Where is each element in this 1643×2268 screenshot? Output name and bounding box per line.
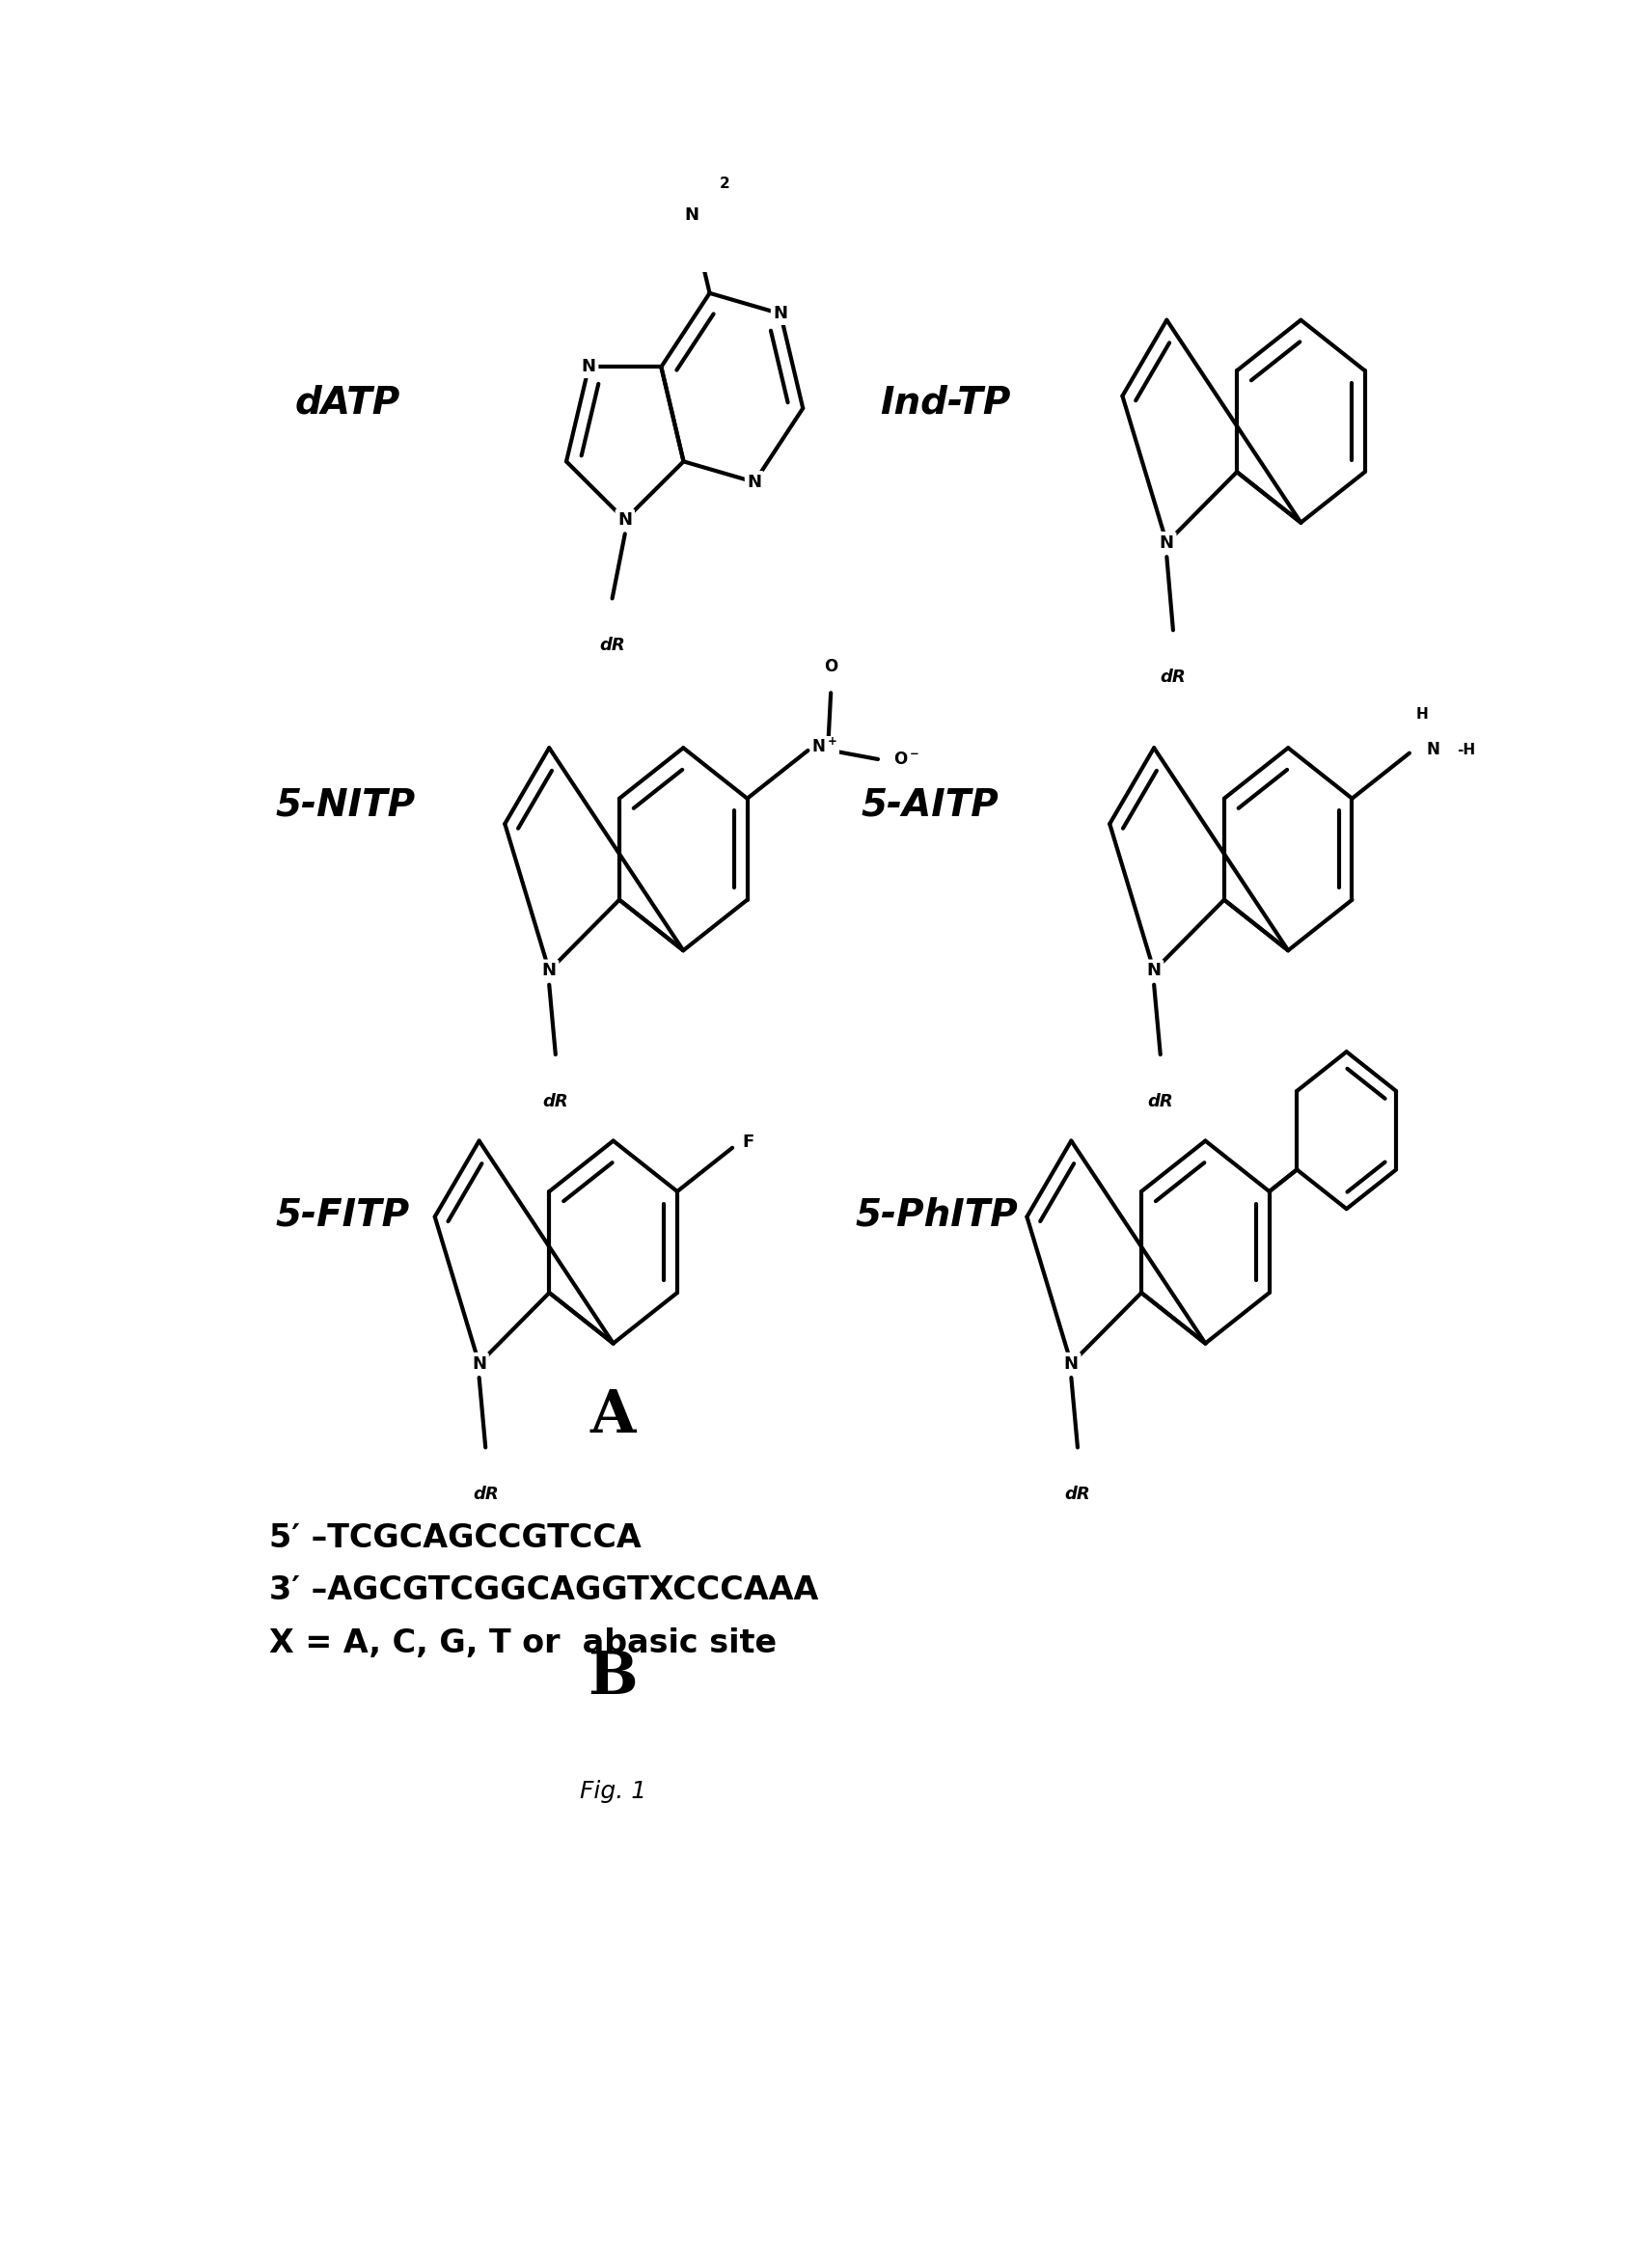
Text: 5-FITP: 5-FITP [276, 1198, 409, 1234]
Text: 5′ –TCGCAGCCGTCCA: 5′ –TCGCAGCCGTCCA [269, 1522, 641, 1554]
Text: N: N [1147, 962, 1162, 980]
Text: F: F [743, 1134, 754, 1152]
Text: N: N [542, 962, 557, 980]
Text: $\mathregular{N^+}$: $\mathregular{N^+}$ [812, 737, 838, 755]
Text: dR: dR [473, 1486, 498, 1504]
Text: O: O [823, 658, 838, 676]
Text: dR: dR [542, 1093, 568, 1111]
Text: 5-NITP: 5-NITP [276, 787, 416, 823]
Text: N: N [1426, 742, 1439, 758]
Text: N: N [748, 474, 762, 490]
Text: N: N [618, 510, 633, 528]
Text: 5-AITP: 5-AITP [861, 787, 999, 823]
Text: N: N [1160, 535, 1175, 551]
Text: N: N [472, 1354, 486, 1372]
Text: dR: dR [1160, 669, 1186, 685]
Text: Fig. 1: Fig. 1 [580, 1780, 646, 1803]
Text: $\mathregular{O^-}$: $\mathregular{O^-}$ [894, 751, 920, 769]
Text: -H: -H [1457, 742, 1475, 758]
Text: dR: dR [1147, 1093, 1173, 1111]
Text: N: N [683, 206, 698, 225]
Text: 2: 2 [720, 177, 729, 191]
Text: B: B [588, 1649, 637, 1708]
Text: N: N [774, 306, 787, 322]
Text: X = A, C, G, T or  abasic site: X = A, C, G, T or abasic site [269, 1626, 777, 1658]
Text: A: A [590, 1388, 636, 1445]
Text: dATP: dATP [294, 386, 399, 422]
Text: 5-PhITP: 5-PhITP [854, 1198, 1017, 1234]
Text: N: N [1065, 1354, 1078, 1372]
Text: H: H [1416, 708, 1428, 721]
Text: dR: dR [600, 637, 624, 653]
Text: N: N [582, 358, 596, 376]
Text: Ind-TP: Ind-TP [881, 386, 1010, 422]
Text: dR: dR [1065, 1486, 1091, 1504]
Text: 3′ –AGCGTCGGCAGGTXCCCAAA: 3′ –AGCGTCGGCAGGTXCCCAAA [269, 1574, 818, 1606]
